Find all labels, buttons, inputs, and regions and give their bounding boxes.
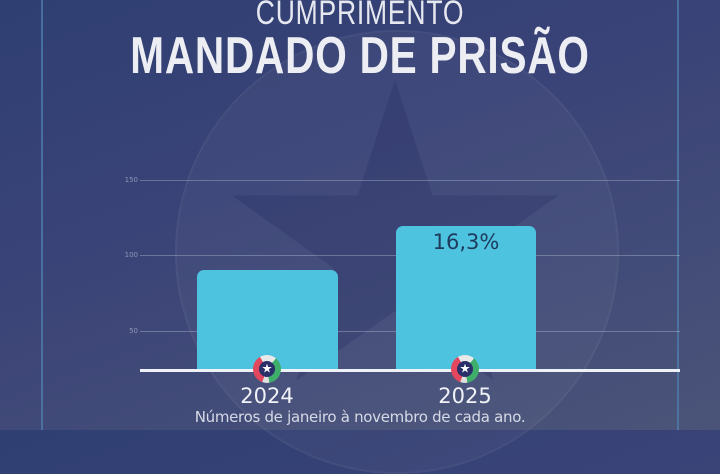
star-icon xyxy=(262,363,272,373)
gridline-150 xyxy=(140,180,680,181)
chart-subtitle: CUMPRIMENTO xyxy=(255,0,465,32)
y-tick-100: 100 xyxy=(124,251,138,259)
x-label-2025: 2025 xyxy=(438,384,492,408)
y-tick-50: 50 xyxy=(129,327,138,335)
x-axis-baseline xyxy=(140,369,680,372)
footnote: Números de janeiro à novembro de cada an… xyxy=(194,408,526,426)
bar-label-2025: 16,3% xyxy=(432,230,500,254)
frame-line-left xyxy=(41,0,43,430)
police-badge-icon xyxy=(451,355,479,383)
bar-2025: 16,3% xyxy=(396,226,536,370)
star-icon xyxy=(460,363,470,373)
chart-title: MANDADO DE PRISÃO xyxy=(130,27,590,85)
y-tick-150: 150 xyxy=(124,176,138,184)
bar-2024 xyxy=(197,270,338,370)
police-badge-icon xyxy=(253,355,281,383)
x-label-2024: 2024 xyxy=(240,384,294,408)
frame-line-right xyxy=(677,0,679,430)
